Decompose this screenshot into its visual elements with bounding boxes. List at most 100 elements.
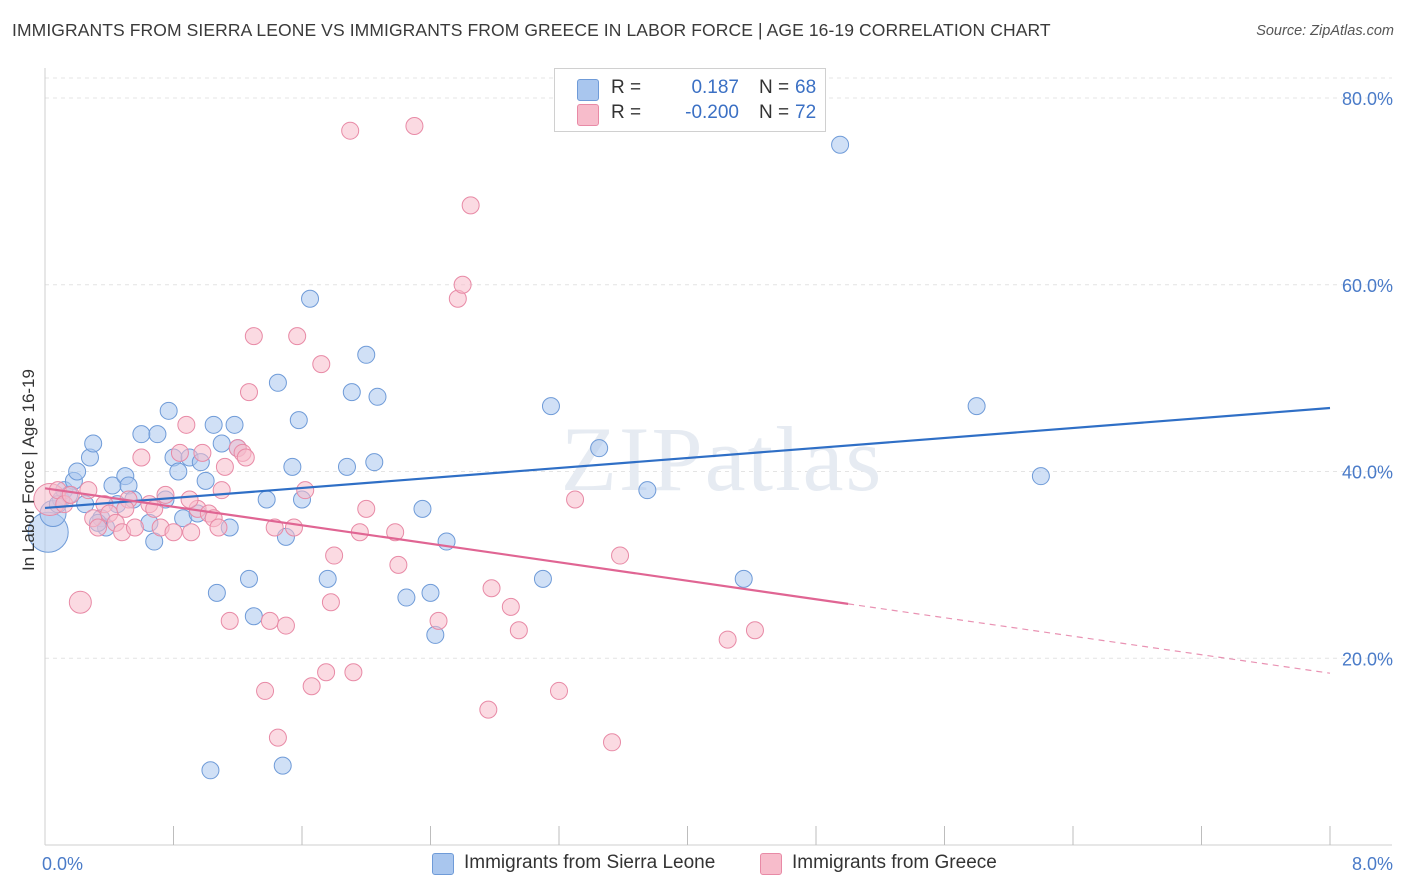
data-point <box>212 481 231 500</box>
legend-n-label: N = <box>759 77 790 98</box>
data-point <box>61 485 80 504</box>
source-label: Source: ZipAtlas.com <box>1256 23 1394 39</box>
legend-r-label: R = <box>611 102 642 123</box>
data-point <box>244 607 263 626</box>
data-point <box>344 663 363 682</box>
data-point <box>603 733 622 752</box>
data-point <box>177 415 196 434</box>
data-point <box>541 397 560 416</box>
data-point <box>125 518 144 537</box>
data-point <box>967 397 986 416</box>
data-point <box>265 518 284 537</box>
legend-label-sierra-leone: Immigrants from Sierra Leone <box>464 852 716 873</box>
legend-swatch-greece <box>577 104 599 126</box>
y-tick-label: 80.0% <box>1342 89 1393 109</box>
data-point <box>260 611 279 630</box>
legend-swatch-greece <box>760 853 782 875</box>
data-point <box>283 457 302 476</box>
data-point <box>244 327 263 346</box>
data-point <box>312 355 331 374</box>
data-point <box>397 588 416 607</box>
data-point <box>268 728 287 747</box>
data-point <box>365 453 384 472</box>
data-point <box>84 434 103 453</box>
trend-layer <box>44 406 1331 674</box>
legend-r-value: -0.200 <box>685 102 739 123</box>
data-point <box>89 518 108 537</box>
data-point <box>509 621 528 640</box>
data-point <box>193 443 212 462</box>
legend-r-value: 0.187 <box>691 77 739 98</box>
trend-line-greece <box>44 487 849 605</box>
legend-r-label: R = <box>611 77 642 98</box>
y-axis-label: In Labor Force | Age 16-19 <box>19 369 38 571</box>
correlation-legend: R = 0.187 N = 68 R = -0.200 N = 72 <box>554 68 826 132</box>
data-point <box>317 663 336 682</box>
data-point <box>169 462 188 481</box>
data-point <box>421 583 440 602</box>
data-point <box>239 383 258 402</box>
data-point <box>718 630 737 649</box>
data-point <box>325 546 344 565</box>
data-point <box>196 471 215 490</box>
legend-swatch-sierra-leone <box>577 79 599 101</box>
trend-line-sierra-leone <box>44 406 1331 510</box>
data-point <box>156 485 175 504</box>
data-point <box>357 345 376 364</box>
data-point <box>453 275 472 294</box>
data-point <box>337 457 356 476</box>
data-point <box>180 490 199 509</box>
data-point <box>268 373 287 392</box>
y-tick-label: 40.0% <box>1342 463 1393 483</box>
data-point <box>611 546 630 565</box>
data-point <box>638 481 657 500</box>
legend-n-value: 68 <box>795 77 817 98</box>
data-point <box>590 439 609 458</box>
y-tick-label: 20.0% <box>1342 649 1393 669</box>
data-point <box>413 499 432 518</box>
tick-labels: 80.0% 60.0% 40.0% 20.0% 0.0% 8.0% <box>42 89 1393 874</box>
data-point <box>132 448 151 467</box>
data-point <box>479 700 498 719</box>
data-point <box>429 611 448 630</box>
data-point <box>745 621 764 640</box>
legend-n-label: N = <box>759 102 790 123</box>
data-point <box>209 518 228 537</box>
x-tick-label: 0.0% <box>42 854 83 874</box>
data-point <box>215 457 234 476</box>
data-point <box>296 481 315 500</box>
axes <box>44 68 1392 846</box>
data-point <box>482 579 501 598</box>
watermark: ZIPatlas <box>561 408 884 510</box>
data-point <box>273 756 292 775</box>
data-point <box>220 611 239 630</box>
data-point <box>389 555 408 574</box>
series-layer <box>27 117 1050 780</box>
data-point <box>405 117 424 136</box>
data-point <box>164 523 183 542</box>
data-point <box>256 681 275 700</box>
data-point <box>288 327 307 346</box>
data-point <box>68 462 87 481</box>
data-point <box>212 434 231 453</box>
data-point <box>550 681 568 700</box>
data-point <box>132 425 151 444</box>
data-point <box>201 761 220 780</box>
series-legend: Immigrants from Sierra Leone Immigrants … <box>0 852 1406 878</box>
data-point <box>368 387 387 406</box>
data-point <box>321 593 340 612</box>
data-point <box>831 135 850 154</box>
data-point <box>170 443 189 462</box>
data-point <box>68 590 92 614</box>
data-point <box>284 518 303 537</box>
trend-line-greece-extension <box>848 603 1331 674</box>
data-point <box>148 425 167 444</box>
data-point <box>501 597 520 616</box>
y-tick-label: 60.0% <box>1342 276 1393 296</box>
x-tick-label: 8.0% <box>1352 854 1393 874</box>
data-point <box>225 415 244 434</box>
data-point <box>461 196 480 215</box>
data-point <box>159 401 178 420</box>
data-point <box>533 569 552 588</box>
